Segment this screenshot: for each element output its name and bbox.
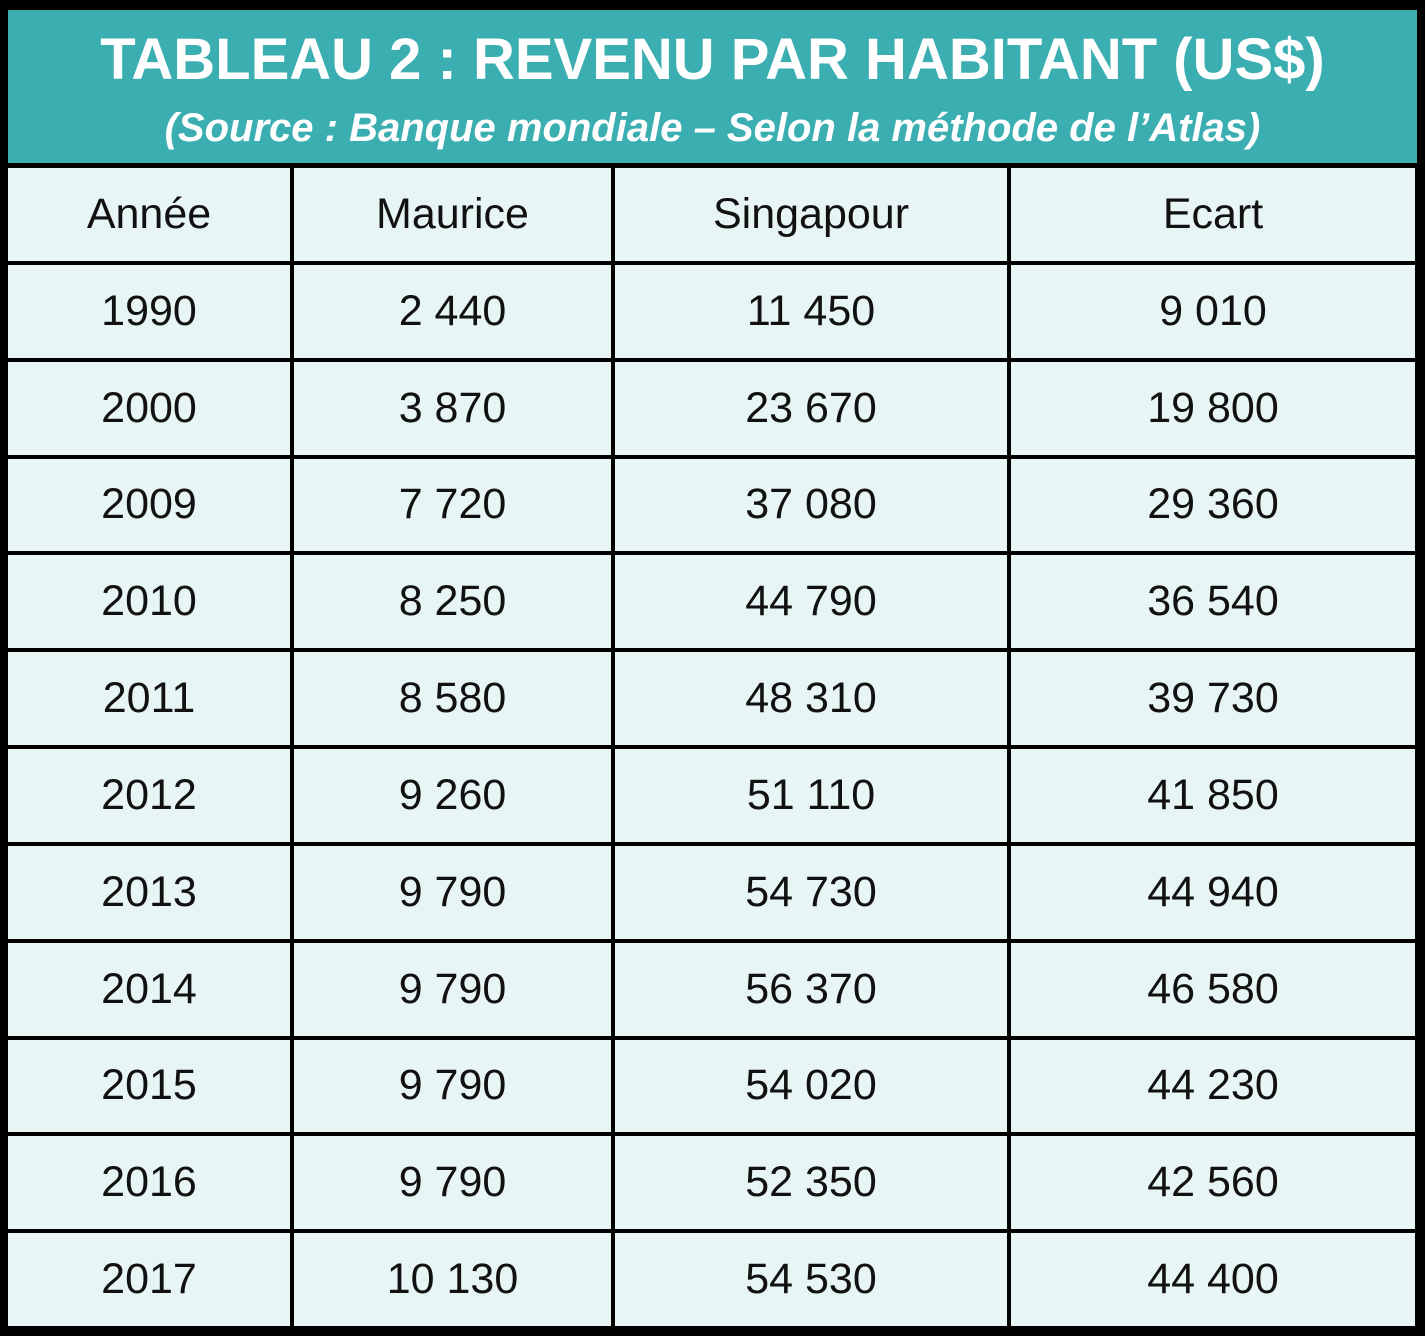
table-cell-year: 2010 [8,555,290,649]
data-table: Année Maurice Singapour Ecart 1990 2 440 11 45… [8,168,1417,1326]
table-cell-singapour: 44 790 [615,555,1007,649]
table-cell-maurice: 8 580 [294,652,611,745]
table-cell-year: 2011 [8,652,290,745]
table-cell-year: 1990 [8,264,290,358]
table-cell-singapour: 54 730 [615,845,1007,939]
table-cell-maurice: 8 250 [294,555,611,649]
table-cell-maurice: 9 790 [294,1039,611,1133]
table-cell-maurice: 9 790 [294,942,611,1036]
table-cell-ecart: 44 940 [1011,845,1415,939]
table-cell-singapour: 56 370 [615,942,1007,1036]
table-cell-ecart: 9 010 [1011,264,1415,358]
table-cell-maurice: 2 440 [294,264,611,358]
table-cell-singapour: 54 530 [615,1233,1007,1326]
table-cell-ecart: 42 560 [1011,1136,1415,1230]
table-cell-maurice: 3 870 [294,361,611,455]
table-cell-ecart: 29 360 [1011,458,1415,552]
column-header-ecart: Ecart [1011,168,1415,261]
table-subtitle: (Source : Banque mondiale – Selon la mét… [164,106,1261,150]
table-cell-year: 2012 [8,749,290,842]
table-title: TABLEAU 2 : REVENU PAR HABITANT (US$) [100,27,1325,92]
table-cell-singapour: 54 020 [615,1039,1007,1133]
table-cell-maurice: 9 790 [294,1136,611,1230]
table-cell-maurice: 10 130 [294,1233,611,1326]
table-cell-singapour: 37 080 [615,458,1007,552]
table-header-banner: TABLEAU 2 : REVENU PAR HABITANT (US$) (S… [8,10,1417,163]
table-cell-ecart: 36 540 [1011,555,1415,649]
table-cell-ecart: 46 580 [1011,942,1415,1036]
table-cell-year: 2014 [8,942,290,1036]
table-cell-ecart: 39 730 [1011,652,1415,745]
table-cell-maurice: 9 260 [294,749,611,842]
table-cell-ecart: 44 400 [1011,1233,1415,1326]
table-cell-singapour: 11 450 [615,264,1007,358]
table-cell-ecart: 19 800 [1011,361,1415,455]
table-cell-ecart: 44 230 [1011,1039,1415,1133]
table-cell-singapour: 48 310 [615,652,1007,745]
table-cell-singapour: 51 110 [615,749,1007,842]
table-cell-year: 2013 [8,845,290,939]
column-header-maurice: Maurice [294,168,611,261]
column-header-year: Année [8,168,290,261]
table-cell-maurice: 9 790 [294,845,611,939]
table-cell-year: 2009 [8,458,290,552]
table-cell-maurice: 7 720 [294,458,611,552]
table-cell-year: 2017 [8,1233,290,1326]
column-header-singapour: Singapour [615,168,1007,261]
table-cell-year: 2015 [8,1039,290,1133]
table-cell-singapour: 52 350 [615,1136,1007,1230]
table-cell-singapour: 23 670 [615,361,1007,455]
table-cell-ecart: 41 850 [1011,749,1415,842]
table-cell-year: 2000 [8,361,290,455]
table-cell-year: 2016 [8,1136,290,1230]
